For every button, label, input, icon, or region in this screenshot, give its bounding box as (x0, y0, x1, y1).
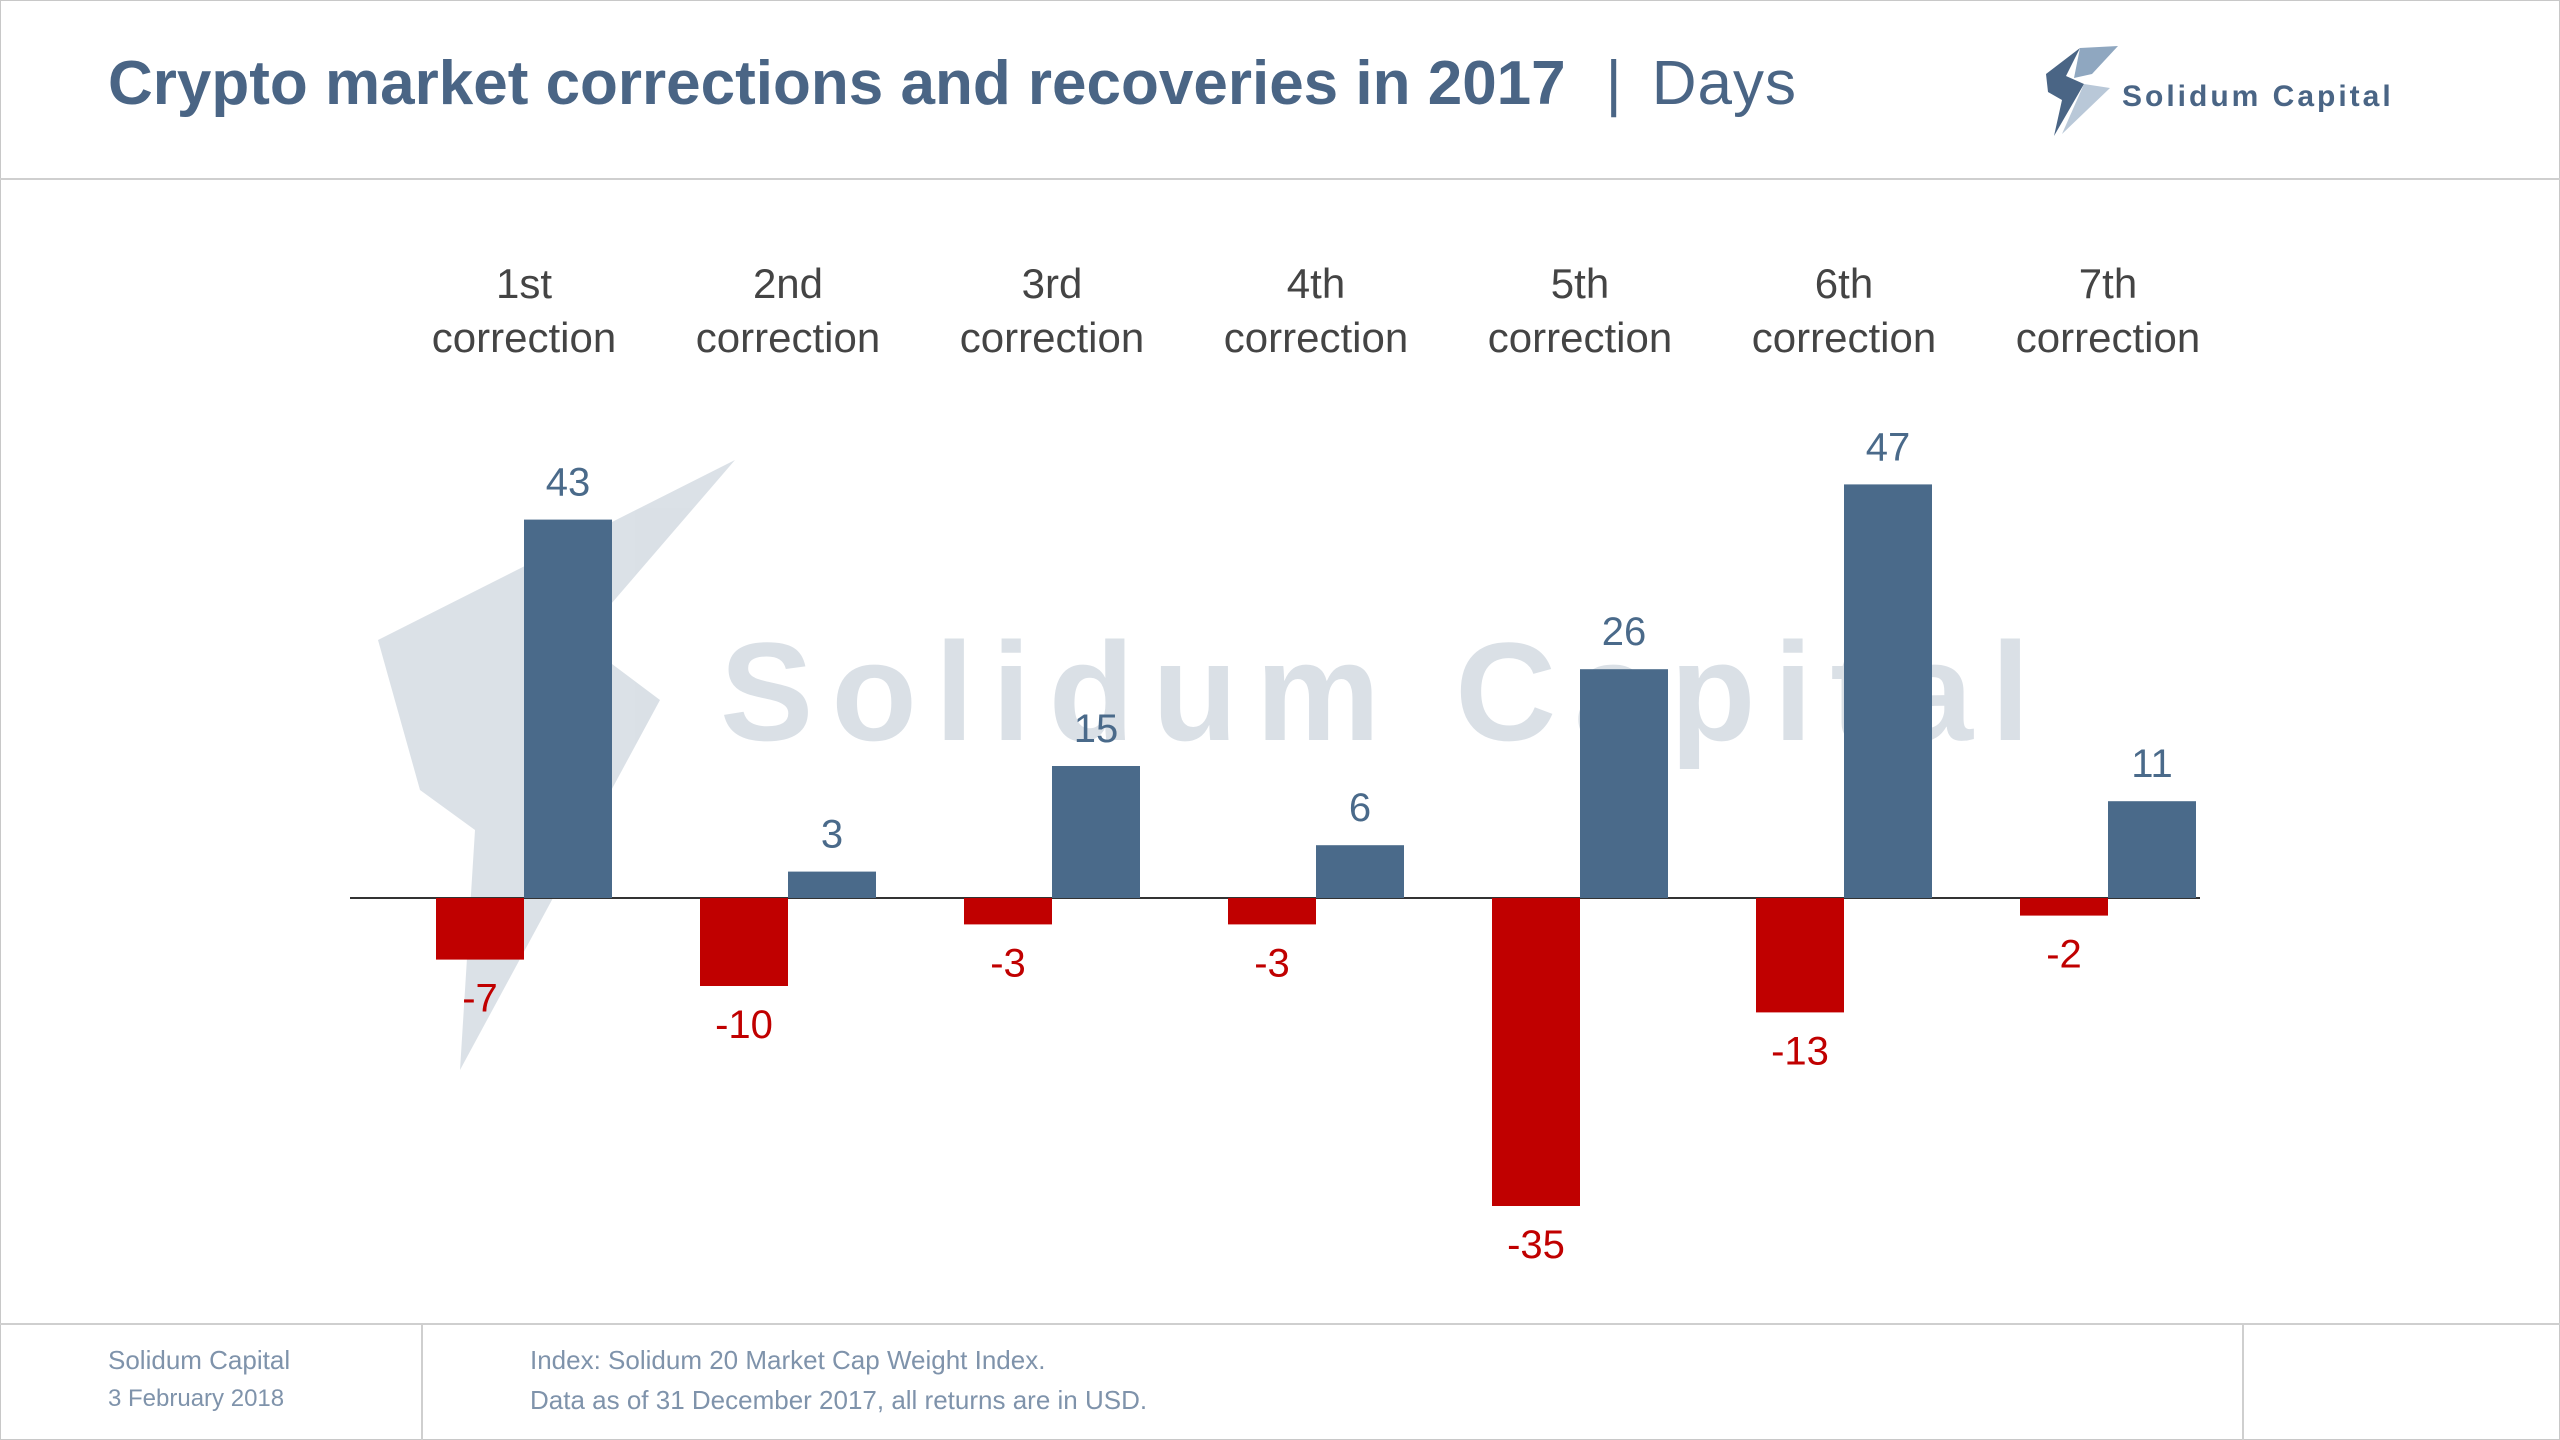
category-label-line: 3rd (1022, 260, 1083, 307)
recovery-value-label: 3 (821, 813, 843, 857)
correction-bar (1756, 898, 1844, 1013)
title-separator: | (1605, 49, 1622, 118)
category-label: 2nd correction (696, 260, 880, 361)
correction-value-label: -35 (1507, 1223, 1565, 1267)
recovery-bar (1316, 845, 1404, 898)
title-unit: Days (1651, 49, 1798, 118)
recovery-value-label: 26 (1602, 610, 1647, 654)
correction-value-label: -3 (1254, 941, 1290, 985)
category-label: 3rd correction (960, 260, 1144, 361)
correction-value-label: -7 (462, 977, 498, 1021)
category-label-line: 2nd (753, 260, 823, 307)
category-label-line: 7th (2079, 260, 2137, 307)
footer: Solidum Capital 3 February 2018 Index: S… (0, 1323, 2560, 1440)
brand-logo: Solidum Capital (2040, 44, 2460, 140)
category-label-line: correction (2016, 314, 2200, 361)
category-label-line: correction (696, 314, 880, 361)
recovery-bar (524, 519, 612, 898)
correction-bar (1228, 898, 1316, 925)
brand-name: Solidum Capital (2122, 80, 2394, 113)
recovery-value-label: 15 (1074, 707, 1119, 751)
footer-right-box (2242, 1325, 2560, 1440)
category-label-line: correction (1752, 314, 1936, 361)
correction-value-label: -3 (990, 941, 1026, 985)
category-label-line: 1st (496, 260, 552, 307)
recovery-bar (788, 871, 876, 898)
category-label-line: 5th (1551, 260, 1609, 307)
category-label-line: correction (960, 314, 1144, 361)
category-label: 5th correction (1488, 260, 1672, 361)
footer-date: 3 February 2018 (108, 1385, 285, 1412)
category-label-line: 6th (1815, 260, 1873, 307)
footer-note-data: Data as of 31 December 2017, all returns… (530, 1385, 1148, 1415)
correction-bar (700, 898, 788, 986)
category-label-line: correction (432, 314, 616, 361)
correction-bar (2020, 898, 2108, 916)
category-label-line: 4th (1287, 260, 1345, 307)
recovery-bar (2108, 801, 2196, 898)
correction-bar (964, 898, 1052, 925)
category-label-line: correction (1224, 314, 1408, 361)
chart-area: Solidum Capital 1st correction -7 43 2nd corr… (0, 180, 2560, 1323)
correction-bar (1492, 898, 1580, 1206)
recovery-value-label: 43 (546, 461, 591, 505)
recovery-bar (1052, 766, 1140, 898)
page-title: Crypto market corrections and recoveries… (108, 48, 1797, 119)
footer-left: Solidum Capital 3 February 2018 (0, 1325, 423, 1440)
brand-logo-icon (2046, 46, 2118, 136)
watermark-text: Solidum Capital (720, 613, 2048, 770)
footer-company: Solidum Capital (108, 1345, 291, 1375)
header: Crypto market corrections and recoveries… (0, 0, 2560, 180)
category-label: 1st correction (432, 260, 616, 361)
correction-value-label: -13 (1771, 1029, 1829, 1073)
category-label: 6th correction (1752, 260, 1936, 361)
footer-note-index: Index: Solidum 20 Market Cap Weight Inde… (530, 1345, 1046, 1375)
category-label: 7th correction (2016, 260, 2200, 361)
correction-value-label: -10 (715, 1003, 773, 1047)
recovery-value-label: 47 (1866, 425, 1911, 469)
category-label-line: correction (1488, 314, 1672, 361)
correction-bar (436, 898, 524, 960)
correction-value-label: -2 (2046, 933, 2082, 977)
category-label: 4th correction (1224, 260, 1408, 361)
recovery-value-label: 11 (2131, 742, 2173, 786)
recovery-value-label: 6 (1349, 786, 1371, 830)
recovery-bar (1580, 669, 1668, 898)
recovery-bar (1844, 484, 1932, 898)
title-text: Crypto market corrections and recoveries… (108, 49, 1566, 118)
bar-chart: Solidum Capital 1st correction -7 43 2nd corr… (350, 260, 2200, 1267)
